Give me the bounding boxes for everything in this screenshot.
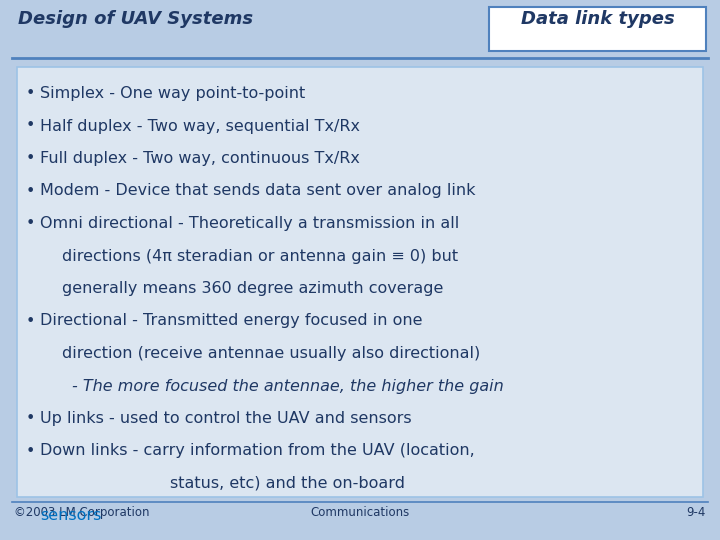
Text: status, etc) and the on-board: status, etc) and the on-board	[170, 476, 405, 491]
Text: - The more focused the antennae, the higher the gain: - The more focused the antennae, the hig…	[72, 379, 504, 394]
Text: Data link types: Data link types	[521, 10, 675, 28]
Text: Simplex - One way point-to-point: Simplex - One way point-to-point	[40, 86, 305, 101]
Text: •: •	[26, 443, 35, 458]
Text: Omni directional - Theoretically a transmission in all: Omni directional - Theoretically a trans…	[40, 216, 459, 231]
Text: direction (receive antennae usually also directional): direction (receive antennae usually also…	[62, 346, 480, 361]
Text: •: •	[26, 184, 35, 199]
Text: Communications: Communications	[310, 506, 410, 519]
Text: •: •	[26, 118, 35, 133]
Text: •: •	[26, 151, 35, 166]
Text: •: •	[26, 411, 35, 426]
Text: 9-4: 9-4	[687, 506, 706, 519]
Text: •: •	[26, 86, 35, 101]
FancyBboxPatch shape	[489, 7, 706, 51]
Text: sensors: sensors	[40, 509, 102, 523]
Text: •: •	[26, 216, 35, 231]
Text: Up links - used to control the UAV and sensors: Up links - used to control the UAV and s…	[40, 411, 412, 426]
Text: Design of UAV Systems: Design of UAV Systems	[18, 10, 253, 28]
Text: ©2003 LM Corporation: ©2003 LM Corporation	[14, 506, 150, 519]
Text: directions (4π steradian or antenna gain ≡ 0) but: directions (4π steradian or antenna gain…	[62, 248, 458, 264]
Text: Directional - Transmitted energy focused in one: Directional - Transmitted energy focused…	[40, 314, 423, 328]
Text: •: •	[26, 314, 35, 328]
Text: Full duplex - Two way, continuous Tx/Rx: Full duplex - Two way, continuous Tx/Rx	[40, 151, 360, 166]
Text: Down links - carry information from the UAV (location,: Down links - carry information from the …	[40, 443, 474, 458]
Text: generally means 360 degree azimuth coverage: generally means 360 degree azimuth cover…	[62, 281, 444, 296]
Text: Modem - Device that sends data sent over analog link: Modem - Device that sends data sent over…	[40, 184, 475, 199]
FancyBboxPatch shape	[17, 67, 703, 497]
Text: Half duplex - Two way, sequential Tx/Rx: Half duplex - Two way, sequential Tx/Rx	[40, 118, 360, 133]
